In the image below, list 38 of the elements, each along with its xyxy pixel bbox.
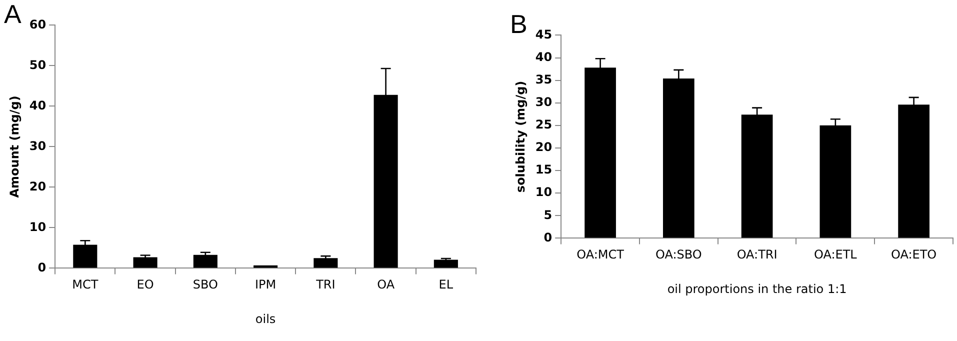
x-tick-label: OA:TRI [736, 248, 778, 262]
x-tick-label: OA:SBO [655, 248, 702, 262]
y-tick-label: 50 [29, 58, 46, 72]
y-tick-label: 15 [535, 162, 552, 177]
y-tick-label: 60 [29, 17, 46, 32]
x-tick-label: IPM [254, 278, 276, 292]
y-axis-title: solubility (mg/g) [513, 80, 528, 193]
x-tick-label: OA [377, 278, 396, 292]
x-tick-label: MCT [72, 278, 99, 292]
y-tick-label: 20 [29, 179, 46, 194]
y-tick-label: 10 [29, 220, 46, 234]
x-tick-label: EO [136, 278, 154, 292]
bar [314, 258, 338, 268]
y-tick-label: 0 [544, 230, 552, 244]
y-axis-title: Amount (mg/g) [7, 96, 22, 198]
chart-title: A [4, 0, 22, 29]
y-tick-label: 5 [544, 208, 552, 222]
y-tick-label: 20 [535, 140, 552, 154]
x-tick-label: EL [438, 278, 454, 292]
y-tick-label: 40 [535, 50, 552, 64]
y-tick-label: 30 [29, 138, 46, 153]
x-tick-label: OA:MCT [576, 248, 625, 262]
y-tick-label: 10 [535, 185, 552, 200]
x-tick-label: OA:ETL [814, 248, 858, 262]
x-tick-label: OA:ETO [890, 248, 937, 262]
y-tick-label: 35 [535, 72, 552, 86]
y-tick-label: 40 [29, 98, 46, 112]
x-tick-label: SBO [192, 278, 218, 292]
y-tick-label: 30 [535, 94, 552, 109]
x-axis-title: oils [255, 312, 276, 326]
x-tick-label: TRI [315, 278, 336, 292]
y-tick-label: 45 [535, 27, 552, 42]
y-tick-label: 0 [38, 260, 46, 274]
bar [434, 260, 458, 268]
x-axis-title: oil proportions in the ratio 1:1 [667, 282, 847, 296]
chart-title: B [510, 8, 528, 39]
y-tick-label: 25 [535, 118, 552, 132]
bar [193, 254, 218, 268]
